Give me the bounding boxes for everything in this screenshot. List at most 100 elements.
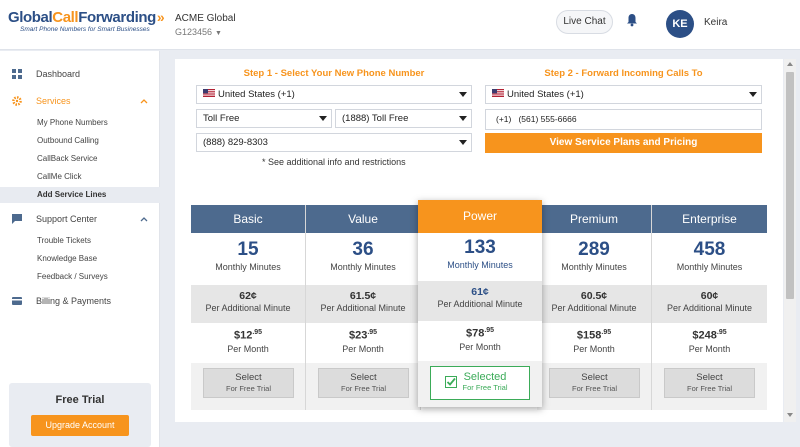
step1-title: Step 1 - Select Your New Phone Number: [243, 68, 425, 79]
plan-name: Basic: [191, 205, 305, 233]
sidebar: Dashboard Services My Phone Numbers Outb…: [0, 51, 160, 447]
plan-minutes-label: Monthly Minutes: [561, 262, 627, 272]
free-trial-title: Free Trial: [55, 394, 105, 406]
plan-additional-rate: 60.5¢: [580, 290, 608, 302]
account-number: G123456 ▼: [175, 27, 222, 37]
bell-icon[interactable]: [626, 13, 638, 27]
plan-per-month: Per Month: [227, 343, 269, 354]
step2-country-select[interactable]: United States (+1): [485, 85, 762, 104]
scroll-up-arrow-icon[interactable]: [787, 62, 793, 66]
step1-country-select[interactable]: United States (+1): [196, 85, 472, 104]
forward-number-value: (561) 555-6666: [518, 114, 577, 124]
plan-price: $158.95: [576, 329, 612, 342]
step2-title: Step 2 - Forward Incoming Calls To: [544, 68, 703, 79]
sidebar-item-my-phone-numbers[interactable]: My Phone Numbers: [37, 118, 108, 127]
dial-code: (+1): [496, 114, 512, 124]
account-switcher[interactable]: ACME Global G123456 ▼: [175, 13, 236, 37]
select-plan-button[interactable]: Select For Free Trial: [664, 368, 755, 398]
view-plans-button[interactable]: View Service Plans and Pricing: [485, 133, 762, 153]
plan-additional-label: Per Additional Minute: [437, 299, 523, 309]
sidebar-item-outbound-calling[interactable]: Outbound Calling: [37, 136, 99, 145]
plan-premium: Premium 289 Monthly Minutes 60.5¢ Per Addi…: [537, 205, 652, 410]
plan-minutes-label: Monthly Minutes: [676, 262, 743, 272]
sidebar-item-add-service-lines[interactable]: Add Service Lines: [0, 187, 160, 203]
plan-name: Enterprise: [652, 205, 767, 233]
select-plan-button[interactable]: Select For Free Trial: [549, 368, 640, 398]
select-plan-button[interactable]: Select For Free Trial: [203, 368, 294, 398]
phone-number-select[interactable]: (888) 829-8303: [196, 133, 472, 152]
scrollbar[interactable]: [784, 59, 796, 422]
plan-additional-rate: 62¢: [239, 290, 257, 302]
chevron-up-icon: [140, 217, 148, 222]
dropdown-arrow-icon: [459, 92, 467, 97]
us-flag-icon: [203, 89, 215, 98]
plan-minutes-label: Monthly Minutes: [330, 262, 396, 272]
plan-per-month: Per Month: [459, 341, 501, 352]
brand-logo[interactable]: GlobalCallForwarding» Smart Phone Number…: [8, 9, 165, 33]
plan-per-month: Per Month: [342, 343, 384, 354]
gear-icon: [12, 96, 22, 106]
forward-number-input[interactable]: (+1) (561) 555-6666: [485, 109, 762, 130]
sidebar-item-services[interactable]: Services: [0, 93, 160, 109]
sidebar-item-callme-click[interactable]: CallMe Click: [37, 172, 82, 181]
top-bar: GlobalCallForwarding» Smart Phone Number…: [0, 0, 800, 50]
plan-basic: Basic 15 Monthly Minutes 62¢ Per Additiona…: [191, 205, 306, 410]
plan-additional-rate: 60¢: [700, 290, 719, 302]
plan-name: Premium: [537, 205, 651, 233]
plan-value: Value 36 Monthly Minutes 61.5¢ Per Additio…: [306, 205, 421, 410]
sidebar-item-feedback-surveys[interactable]: Feedback / Surveys: [37, 272, 108, 281]
plan-per-month: Per Month: [573, 343, 615, 354]
plan-additional-label: Per Additional Minute: [666, 303, 753, 313]
plan-enterprise: Enterprise 458 Monthly Minutes 60¢ Per Add…: [652, 205, 767, 410]
caret-down-icon: ▼: [215, 30, 222, 37]
upgrade-account-button[interactable]: Upgrade Account: [31, 415, 129, 436]
plan-price: $78.95: [465, 327, 495, 340]
plan-minutes-label: Monthly Minutes: [447, 260, 513, 270]
scroll-down-arrow-icon[interactable]: [787, 413, 793, 417]
user-name[interactable]: Keira: [704, 17, 728, 28]
restrictions-note[interactable]: * See additional info and restrictions: [262, 157, 406, 167]
logo-wordmark: GlobalCallForwarding»: [8, 9, 165, 26]
selected-plan-button[interactable]: Selected For Free Trial: [430, 366, 530, 400]
dropdown-arrow-icon: [319, 116, 327, 121]
plan-price: $23.95: [348, 329, 378, 342]
plan-minutes: 289: [578, 239, 610, 260]
plan-name: Power: [418, 200, 542, 233]
live-chat-button[interactable]: Live Chat: [556, 10, 613, 34]
plan-power: Power 133 Monthly Minutes 61¢ Per Addition…: [418, 200, 542, 407]
plan-minutes: 36: [352, 239, 374, 260]
plan-additional-label: Per Additional Minute: [205, 303, 291, 313]
sidebar-item-label: Support Center: [36, 214, 98, 224]
sidebar-item-trouble-tickets[interactable]: Trouble Tickets: [37, 236, 91, 245]
dropdown-arrow-icon: [459, 116, 467, 121]
sidebar-item-support-center[interactable]: Support Center: [0, 211, 160, 227]
sidebar-item-billing[interactable]: Billing & Payments: [0, 293, 160, 309]
plan-additional-label: Per Additional Minute: [320, 303, 406, 313]
select-plan-button[interactable]: Select For Free Trial: [318, 368, 409, 398]
plan-minutes: 133: [464, 237, 496, 258]
sidebar-item-label: Dashboard: [36, 69, 81, 79]
plan-price: $12.95: [233, 329, 263, 342]
logo-tagline: Smart Phone Numbers for Smart Businesses: [20, 26, 150, 33]
avatar[interactable]: KE: [666, 10, 694, 38]
dashboard-icon: [12, 69, 22, 79]
chevron-up-icon: [140, 99, 148, 104]
plan-name: Value: [306, 205, 420, 233]
dropdown-arrow-icon: [749, 92, 757, 97]
sidebar-item-dashboard[interactable]: Dashboard: [0, 66, 160, 82]
sidebar-item-label: Services: [36, 96, 71, 106]
sidebar-item-callback-service[interactable]: CallBack Service: [37, 154, 98, 163]
sidebar-item-knowledge-base[interactable]: Knowledge Base: [37, 254, 98, 263]
number-type-select[interactable]: Toll Free: [196, 109, 332, 128]
prefix-select[interactable]: (1888) Toll Free: [335, 109, 472, 128]
credit-card-icon: [12, 297, 22, 305]
checkbox-checked-icon: [445, 376, 457, 388]
plan-additional-rate: 61.5¢: [349, 290, 377, 302]
free-trial-panel: Free Trial Upgrade Account: [9, 383, 151, 447]
plan-additional-rate: 61¢: [471, 286, 489, 298]
plan-per-month: Per Month: [688, 343, 731, 354]
scrollbar-thumb[interactable]: [786, 72, 794, 299]
plan-minutes-label: Monthly Minutes: [215, 262, 281, 272]
plan-minutes: 458: [693, 239, 726, 260]
chat-bubble-icon: [12, 214, 22, 224]
